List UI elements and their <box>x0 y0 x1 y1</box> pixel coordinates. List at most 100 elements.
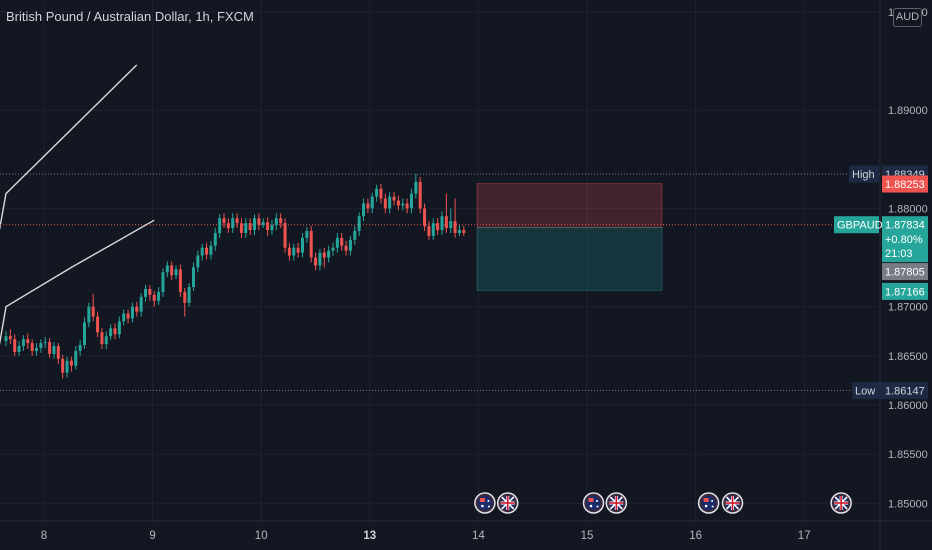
candle <box>457 225 461 236</box>
candle-body <box>74 350 78 366</box>
candle-body <box>418 181 422 209</box>
low-value: 1.86147 <box>882 382 928 400</box>
candle <box>139 292 143 317</box>
symbol-label: GBPAUD <box>834 216 883 234</box>
candle <box>418 176 422 214</box>
candle <box>200 243 204 261</box>
uk-flag-icon[interactable] <box>496 492 519 514</box>
candle-body <box>126 313 130 319</box>
candle <box>30 339 34 356</box>
australia-flag-icon[interactable] <box>582 492 605 514</box>
candle-body <box>244 223 248 233</box>
candle-body <box>423 208 427 227</box>
low-label-text: Low <box>855 386 875 398</box>
candle-body <box>122 313 126 322</box>
candle-body <box>300 237 304 253</box>
target-value: 1.87166 <box>882 282 928 300</box>
candle-body <box>39 343 43 348</box>
candle-body <box>235 218 239 224</box>
economic-events <box>474 492 852 514</box>
candle <box>292 243 296 261</box>
candle <box>65 356 69 378</box>
candle <box>322 247 326 268</box>
candle-body <box>462 230 466 233</box>
candle <box>222 213 226 229</box>
candle-body <box>56 346 60 359</box>
candle <box>270 220 274 235</box>
candle-body <box>357 216 361 232</box>
candle-body <box>340 237 344 246</box>
candle <box>396 195 400 211</box>
candle <box>335 232 339 253</box>
candle <box>130 302 134 323</box>
x-tick-label: 16 <box>689 530 702 542</box>
candle-body <box>383 198 387 209</box>
candle <box>61 354 65 379</box>
stop-value: 1.88253 <box>882 175 928 193</box>
candle <box>449 208 453 233</box>
candle <box>165 261 169 278</box>
candle-body <box>117 321 121 335</box>
candle-body <box>318 252 322 266</box>
uk-flag-icon[interactable] <box>605 492 628 514</box>
candle <box>348 235 352 256</box>
candle <box>436 218 440 235</box>
candle-body <box>370 196 374 209</box>
candle <box>318 248 322 271</box>
uk-flag-icon[interactable] <box>721 492 744 514</box>
candle-body <box>8 336 12 340</box>
candle-body <box>436 223 440 231</box>
candle <box>82 317 86 349</box>
candle-body <box>348 239 352 251</box>
flag-star <box>711 505 714 508</box>
candle-body <box>396 200 400 206</box>
australia-flag-icon[interactable] <box>474 492 496 514</box>
x-tick-label: 14 <box>472 530 485 542</box>
candle-body <box>353 231 357 240</box>
currency-button[interactable]: AUD <box>893 8 922 27</box>
candle <box>48 338 52 358</box>
grid-lines <box>0 0 880 521</box>
uk-flag-icon[interactable] <box>830 492 852 514</box>
candle-body <box>344 245 348 251</box>
candle <box>78 340 82 356</box>
stop-value-bg <box>882 175 928 193</box>
countdown-text: 21:03 <box>885 248 913 260</box>
candle <box>279 213 283 229</box>
candle <box>191 262 195 291</box>
flag-union-jack <box>703 498 709 502</box>
candle-body <box>296 247 300 253</box>
australia-flag-icon[interactable] <box>697 492 720 514</box>
candle-body <box>261 222 265 226</box>
candle <box>170 261 174 281</box>
flag-star <box>481 504 484 508</box>
candle <box>453 198 457 238</box>
symbol-title: British Pound / Australian Dollar, 1h, F… <box>6 9 254 24</box>
candle-body <box>457 230 461 233</box>
x-tick-label: 8 <box>41 530 47 542</box>
candle <box>226 218 230 233</box>
candle-body <box>362 203 366 217</box>
candle-body <box>449 221 453 229</box>
target-value-bg <box>882 282 928 300</box>
candle-body <box>222 218 226 224</box>
candle-body <box>200 247 204 256</box>
flag-star <box>711 500 714 502</box>
candle-body <box>414 181 418 194</box>
candle-body <box>78 345 82 351</box>
candle-body <box>26 339 30 344</box>
candle-body <box>130 306 134 319</box>
candle <box>174 265 178 280</box>
candle-body <box>100 332 104 345</box>
candle-body <box>65 360 69 373</box>
candle <box>266 217 270 236</box>
candle <box>148 285 152 301</box>
candle <box>126 309 130 324</box>
x-tick-label: 9 <box>149 530 155 542</box>
candle-body <box>444 216 448 229</box>
candle <box>13 334 17 356</box>
candle-body <box>375 188 379 197</box>
candle-body <box>191 267 195 288</box>
